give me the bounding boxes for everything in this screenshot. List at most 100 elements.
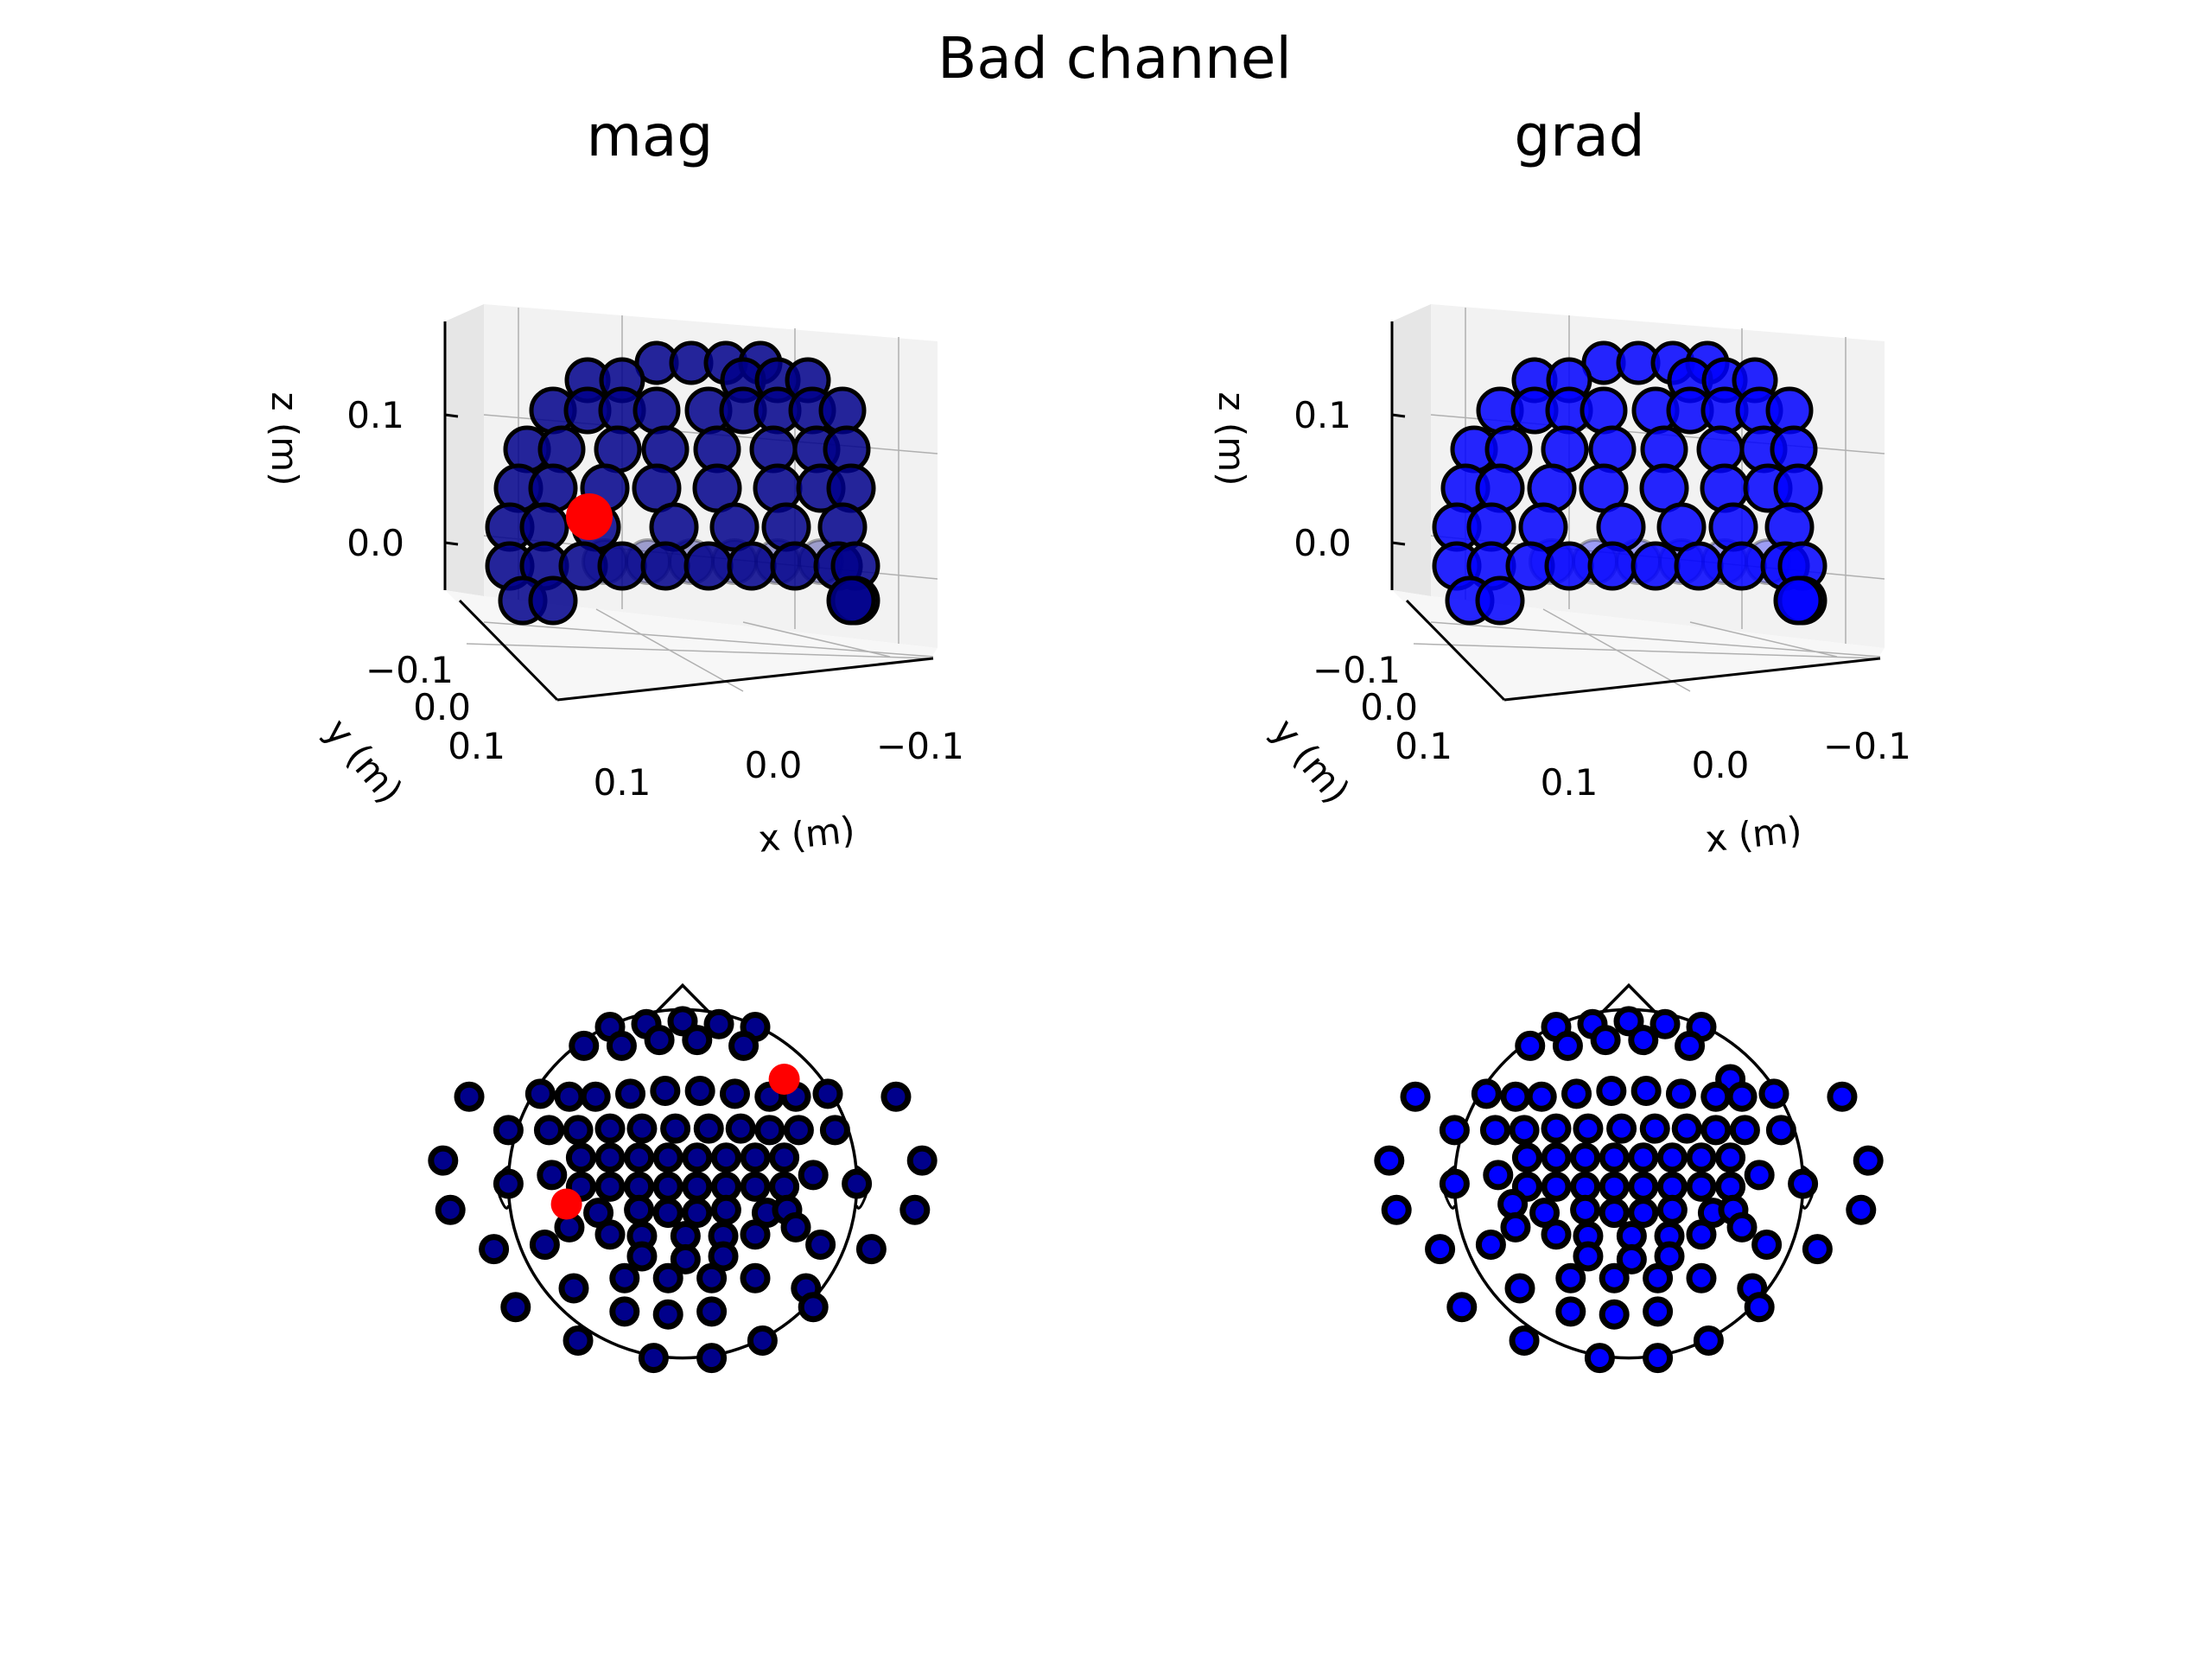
- figure-suptitle: Bad channel: [938, 25, 1292, 92]
- topomap-sensor: [1555, 1262, 1586, 1294]
- topomap-sensor: [798, 1292, 829, 1323]
- sensor-point: [1630, 541, 1681, 591]
- gridline: [1689, 621, 1838, 658]
- topomap-sensor: [1643, 1262, 1674, 1294]
- sensor-point: [1588, 425, 1637, 474]
- grad-3d-axes: 0.10.0−0.10.00.10.1 0.0 −0.1z (m)y (m)x (m…: [1211, 304, 1911, 861]
- x-axis-label: x (m): [1703, 808, 1803, 860]
- grad-panel-title: grad: [1514, 103, 1644, 169]
- topomap-sensor: [1541, 1113, 1572, 1144]
- sensor-point: [1674, 541, 1724, 591]
- topomap-sensor: [880, 1081, 912, 1112]
- sensor-point: [1587, 541, 1637, 591]
- topomap-sensor: [1758, 1078, 1789, 1109]
- y-tick-label: 0.1: [448, 725, 505, 767]
- topomap-sensor: [1726, 1211, 1758, 1243]
- x-axis-label: x (m): [756, 808, 856, 860]
- x-tick-label: 0.1: [1541, 761, 1599, 804]
- z-tick-mark: [1391, 413, 1406, 418]
- topomap-sensor: [1656, 1142, 1688, 1173]
- sensor-point: [1765, 386, 1814, 435]
- sensor-point: [597, 541, 647, 591]
- topomap-sensor: [524, 1078, 556, 1109]
- topomap-sensor: [1628, 1198, 1659, 1229]
- topomap-sensor: [1483, 1160, 1514, 1191]
- topomap-sensor: [644, 1025, 675, 1056]
- x-tick-label: −0.1: [876, 725, 964, 767]
- topomap-sensor: [565, 1142, 596, 1173]
- z-tick-mark: [444, 413, 459, 418]
- bad-sensor-point: [566, 493, 613, 540]
- side-pane: [445, 304, 484, 596]
- topomap-sensor: [1639, 1113, 1670, 1144]
- z-tick-label: 0.1: [1294, 394, 1351, 436]
- sensor-point: [1717, 541, 1767, 591]
- topomap-sensor: [652, 1299, 683, 1330]
- topomap-sensor: [1425, 1234, 1456, 1265]
- topomap-sensor: [569, 1030, 600, 1061]
- z-tick-label: 0.0: [1294, 522, 1351, 564]
- topomap-sensor: [740, 1219, 771, 1250]
- topomap-sensor: [1751, 1230, 1783, 1261]
- topomap-sensor: [1846, 1194, 1877, 1225]
- topomap-sensor: [1715, 1142, 1746, 1173]
- x-tick-label: 0.1: [594, 761, 652, 804]
- topomap-sensor: [1649, 1008, 1681, 1039]
- topomap-sensor: [1374, 1145, 1405, 1176]
- topomap-sensor: [428, 1145, 459, 1176]
- topomap-sensor: [740, 1171, 771, 1202]
- topomap-sensor: [1744, 1160, 1775, 1191]
- topomap-sensor: [1526, 1081, 1557, 1112]
- topomap-sensor: [493, 1168, 524, 1199]
- topomap-sensor: [454, 1081, 485, 1112]
- topomap-sensor: [1656, 1194, 1688, 1225]
- sensor-point: [826, 575, 876, 626]
- topomap-sensor: [1628, 1142, 1659, 1173]
- topomap-sensor: [1744, 1292, 1775, 1323]
- topomap-sensor: [652, 1142, 683, 1173]
- gridline: [483, 621, 934, 658]
- topomap-sensor: [1853, 1145, 1884, 1176]
- topomap-sensor: [1606, 1113, 1637, 1144]
- topomap-sensor: [1500, 1211, 1531, 1243]
- topomap-sensor: [1726, 1081, 1758, 1112]
- topomap-sensor: [682, 1142, 713, 1173]
- topomap-sensor: [696, 1262, 728, 1294]
- topomap-sensor: [1541, 1219, 1572, 1250]
- x-tick-label: 0.0: [1692, 744, 1750, 786]
- topomap-sensor: [493, 1115, 524, 1146]
- topomap-sensor: [1573, 1113, 1604, 1144]
- topomap-sensor: [537, 1160, 568, 1191]
- topomap-sensor: [1827, 1081, 1858, 1112]
- topomap-sensor: [855, 1234, 887, 1265]
- topomap-bad-sensor: [550, 1188, 582, 1220]
- topomap-sensor: [479, 1234, 510, 1265]
- topomap-sensor: [693, 1113, 724, 1144]
- topomap-sensor: [1599, 1198, 1630, 1229]
- sensor-point: [528, 575, 578, 626]
- topomap-sensor: [1599, 1299, 1630, 1330]
- topomap-sensor: [667, 1006, 698, 1037]
- topomap-sensor: [652, 1262, 683, 1294]
- topomap-sensor: [1616, 1243, 1647, 1274]
- topomap-sensor: [563, 1115, 594, 1146]
- topomap-sensor: [1584, 1343, 1615, 1374]
- topomap-sensor: [1541, 1142, 1572, 1173]
- topomap-sensor: [638, 1343, 669, 1374]
- topomap-sensor: [1541, 1171, 1572, 1202]
- sensor-point: [641, 425, 690, 474]
- topomap-sensor: [1788, 1168, 1819, 1199]
- topomap-sensor: [1439, 1168, 1470, 1199]
- y-tick-label: 0.0: [1360, 686, 1418, 728]
- topomap-sensor: [626, 1241, 658, 1272]
- topomap-sensor: [780, 1211, 811, 1243]
- y-tick-label: −0.1: [1313, 649, 1401, 691]
- y-axis-line: [1405, 599, 1506, 702]
- topomap-sensor: [740, 1262, 771, 1294]
- topomap-sensor: [684, 1075, 715, 1106]
- z-tick-mark: [1391, 541, 1406, 546]
- topomap-sensor: [580, 1081, 611, 1112]
- topomap-sensor: [1700, 1115, 1732, 1146]
- topomap-sensor: [670, 1243, 701, 1274]
- x-tick-label: −0.1: [1823, 725, 1911, 767]
